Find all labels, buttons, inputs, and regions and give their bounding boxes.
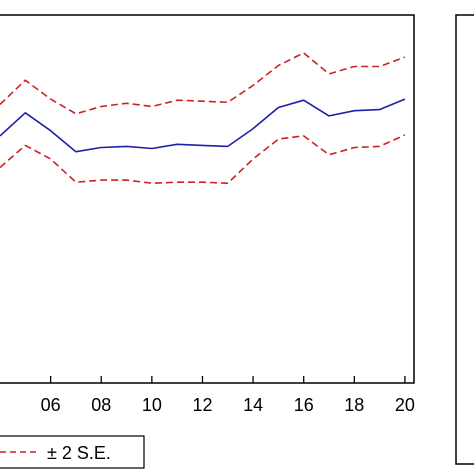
x-tick-label-14: 14 — [243, 395, 263, 415]
x-tick-label-12: 12 — [192, 395, 212, 415]
series-layer — [0, 52, 406, 184]
series-line-lower — [0, 134, 406, 184]
right-plot-frame — [455, 14, 474, 465]
x-tick-label-16: 16 — [294, 395, 314, 415]
x-tick-label-06: 06 — [41, 395, 61, 415]
legend-box — [0, 435, 145, 469]
x-tick-label-08: 08 — [91, 395, 111, 415]
x-tick-label-20: 20 — [395, 395, 415, 415]
x-axis-ticks: 06 08 10 12 14 16 18 20 — [41, 376, 415, 415]
legend-label-se: ± 2 S.E. — [47, 443, 111, 463]
series-line-upper — [0, 52, 406, 115]
x-tick-label-18: 18 — [344, 395, 364, 415]
x-tick-label-10: 10 — [142, 395, 162, 415]
left-plot-frame — [0, 14, 415, 384]
series-line-estimate — [0, 98, 406, 153]
